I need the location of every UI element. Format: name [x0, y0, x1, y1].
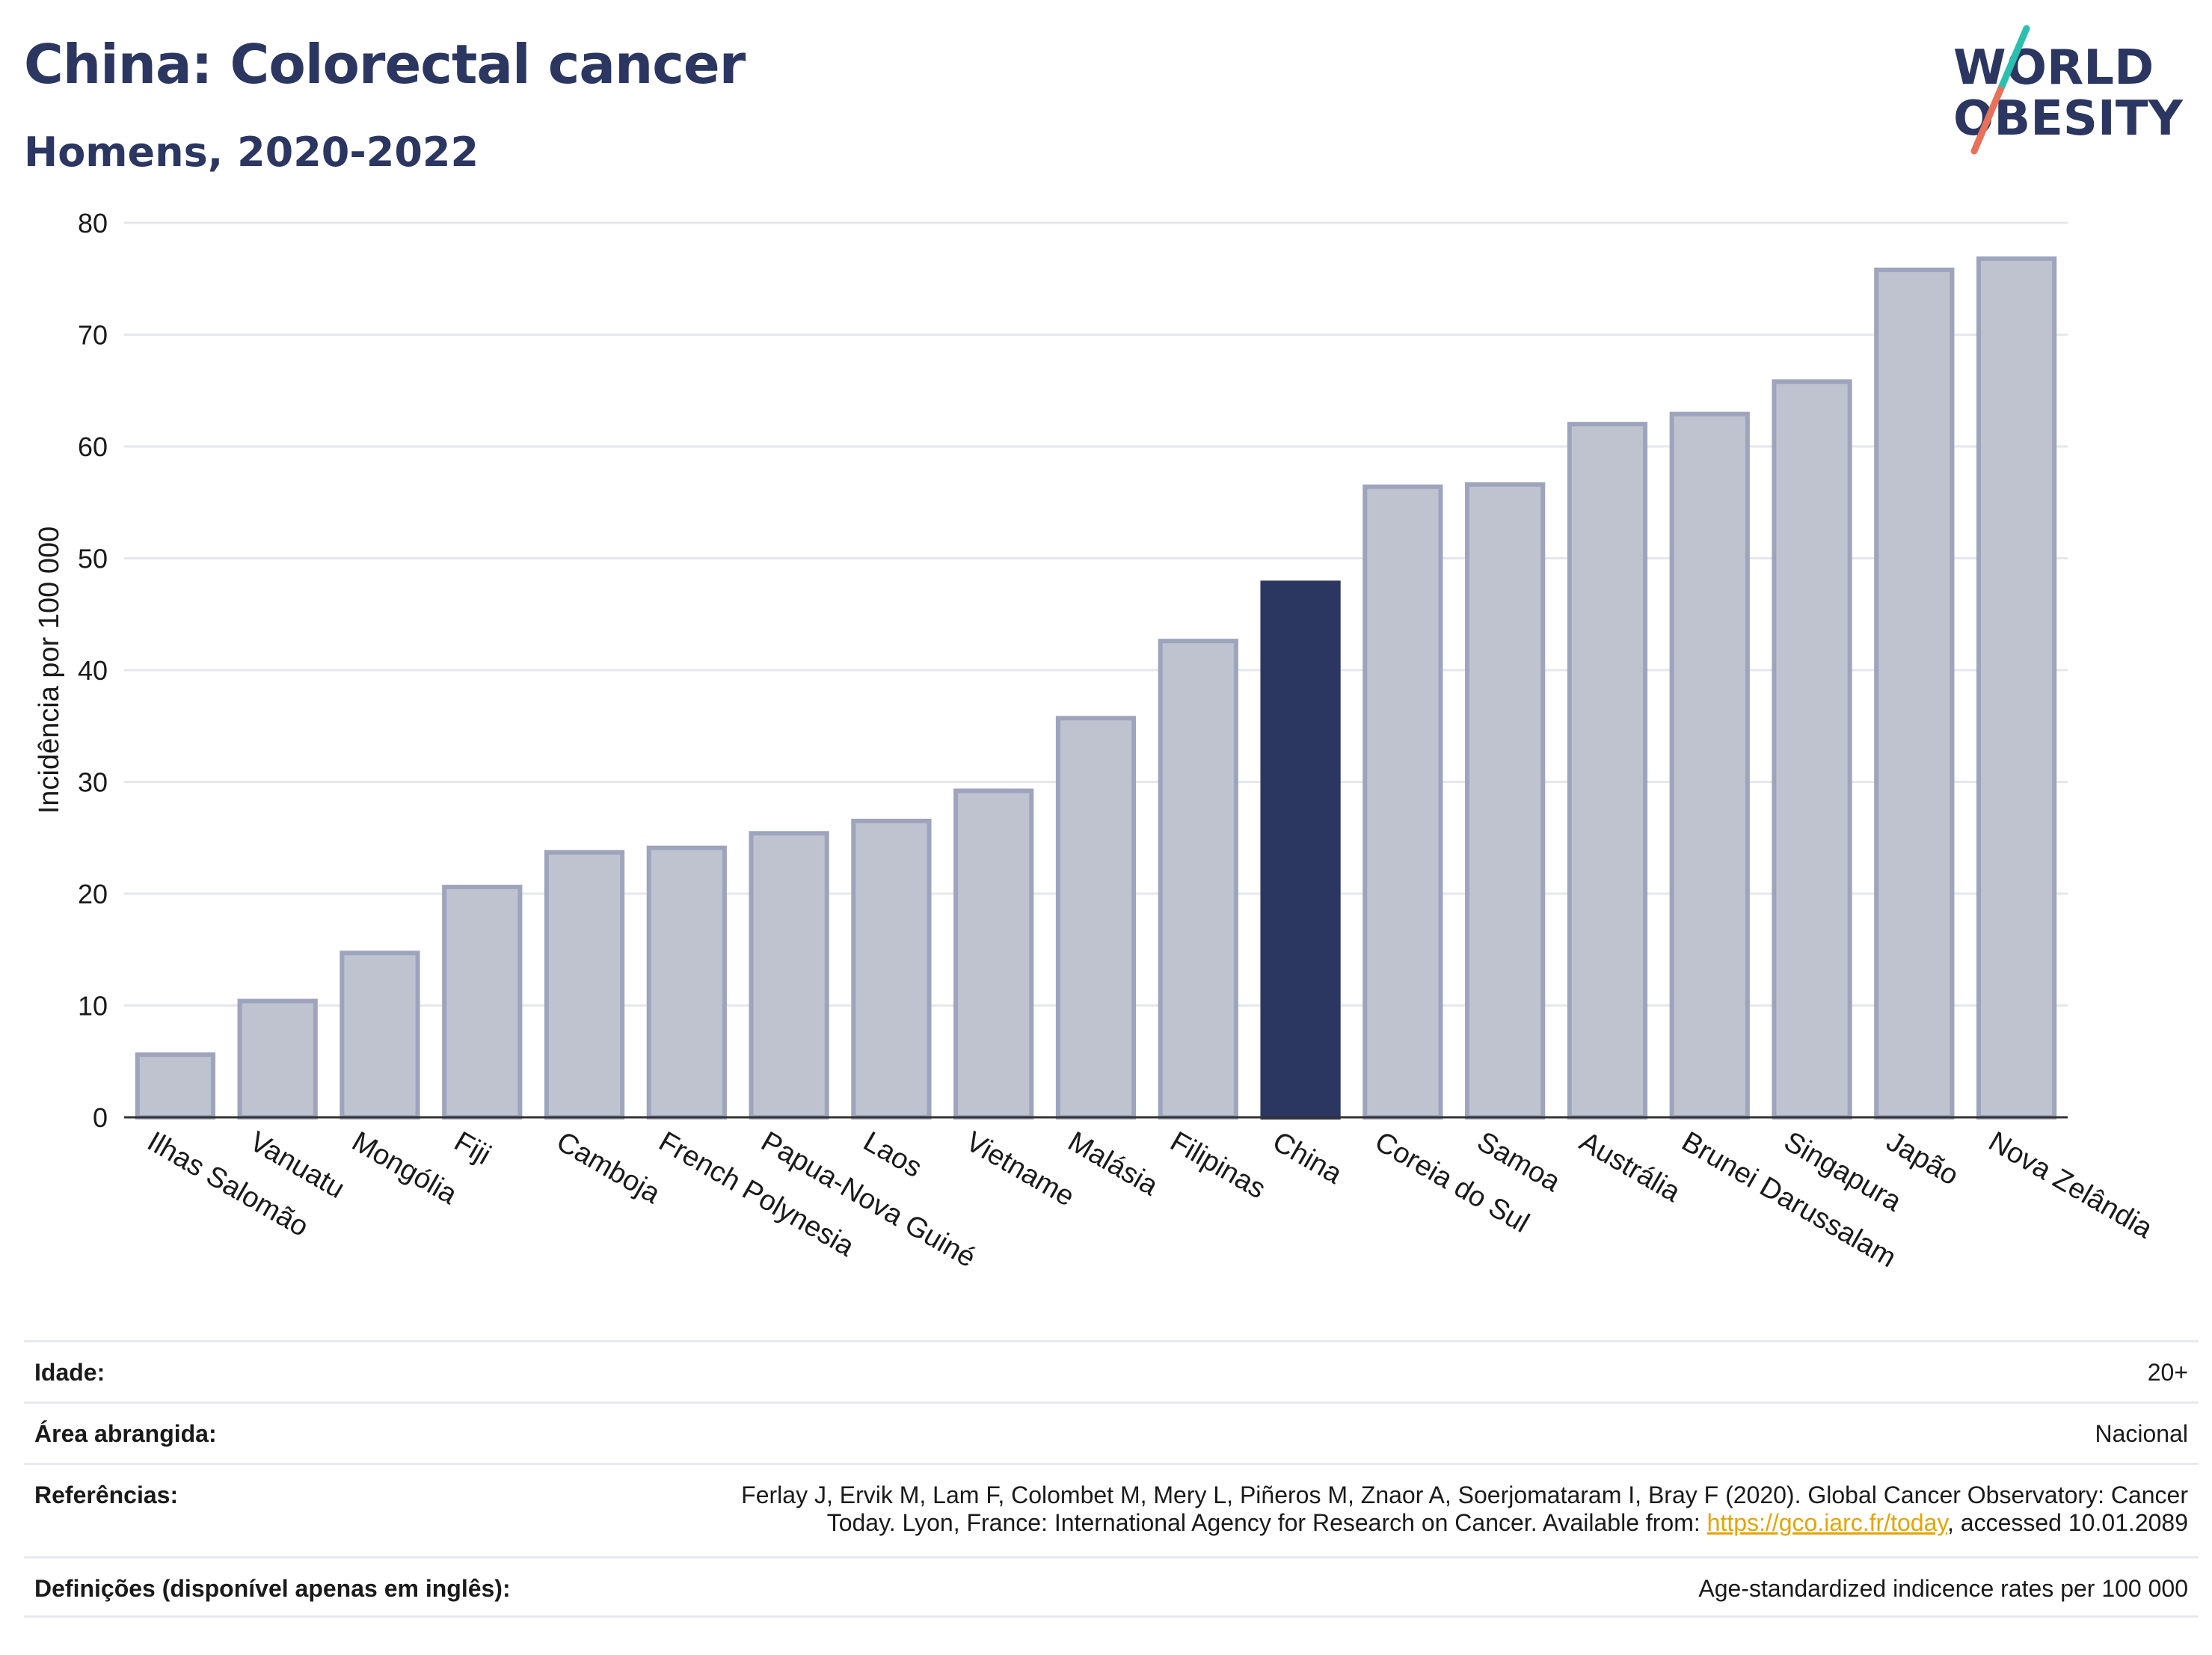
- meta-row-definitions: Definições (disponível apenas em inglês)…: [24, 1556, 2199, 1618]
- references-label: Referências:: [34, 1481, 179, 1508]
- page-title: China: Colorectal cancer: [24, 33, 746, 96]
- references-text-pre: Today. Lyon, France: International Agenc…: [826, 1509, 1707, 1536]
- world-obesity-logo: WORLD OBESITY: [1953, 25, 2183, 155]
- y-axis-label: Incidência por 100 000: [34, 526, 65, 814]
- y-tick-label: 20: [78, 879, 108, 909]
- references-text-post: , accessed 10.01.2089: [1947, 1509, 2188, 1536]
- x-tick-label: Filipinas: [1165, 1126, 1271, 1205]
- x-tick-label: China: [1268, 1126, 1348, 1190]
- area-label: Área abrangida:: [34, 1420, 217, 1447]
- meta-row-age: Idade: 20+: [24, 1340, 2199, 1401]
- bar-fiji: [442, 885, 523, 1120]
- bar-singapura: [1772, 379, 1852, 1120]
- x-tick-label: Laos: [858, 1126, 927, 1184]
- meta-row-references: Referências: Ferlay J, Ervik M, Lam F, C…: [24, 1463, 2199, 1556]
- metadata-table: Idade: 20+ Área abrangida: Nacional Refe…: [24, 1340, 2199, 1618]
- references-text-line1: Ferlay J, Ervik M, Lam F, Colombet M, Me…: [741, 1481, 2188, 1508]
- references-link[interactable]: https://gco.iarc.fr/today: [1706, 1509, 1947, 1536]
- y-tick-label: 40: [78, 655, 108, 686]
- bar-vanuatu: [237, 998, 318, 1120]
- y-axis-ticks: 0 10 20 30 40 50 60 70 80: [78, 208, 108, 1133]
- bar-brunei-darussalam: [1669, 411, 1750, 1120]
- bar-jap-o: [1874, 267, 1955, 1120]
- area-value: Nacional: [2095, 1420, 2188, 1447]
- x-tick-label: Japão: [1881, 1126, 1964, 1191]
- y-tick-label: 60: [78, 432, 108, 462]
- x-tick-label: Fiji: [449, 1126, 496, 1171]
- bar-austr-lia: [1567, 422, 1648, 1120]
- definitions-value: Age-standardized indicence rates per 100…: [1698, 1575, 2188, 1602]
- bar-filipinas: [1158, 639, 1238, 1120]
- bar-china: [1260, 580, 1341, 1120]
- x-tick-label: Nova Zelândia: [1983, 1126, 2158, 1244]
- bar-samoa: [1465, 482, 1546, 1120]
- y-tick-label: 70: [78, 320, 108, 351]
- age-label: Idade:: [34, 1359, 105, 1386]
- bar-papua-nova-guin-: [749, 831, 829, 1120]
- x-tick-label: Mongólia: [346, 1126, 462, 1211]
- bar-french-polynesia: [646, 845, 727, 1120]
- x-tick-label: Malásia: [1063, 1126, 1164, 1202]
- y-tick-label: 0: [93, 1102, 108, 1133]
- bar-ilhas-salom-o: [135, 1052, 216, 1120]
- bar-laos: [851, 818, 932, 1120]
- definitions-label: Definições (disponível apenas em inglês)…: [34, 1575, 511, 1602]
- bars: [135, 256, 2057, 1120]
- bar-mal-sia: [1055, 716, 1137, 1120]
- y-tick-label: 10: [78, 991, 108, 1022]
- meta-row-area: Área abrangida: Nacional: [24, 1401, 2199, 1463]
- page-subtitle: Homens, 2020-2022: [24, 129, 479, 176]
- bar-camboja: [544, 850, 625, 1120]
- x-tick-label: Camboja: [551, 1126, 666, 1210]
- y-tick-label: 80: [78, 208, 108, 239]
- bar-vietname: [953, 788, 1034, 1120]
- bar-coreia-do-sul: [1362, 484, 1443, 1120]
- x-tick-label: Austrália: [1574, 1126, 1686, 1209]
- svg-text:WORLD: WORLD: [1953, 40, 2154, 96]
- x-tick-label: Vietname: [960, 1126, 1079, 1212]
- age-value: 20+: [2147, 1359, 2188, 1386]
- bar-nova-zel-ndia: [1976, 256, 2057, 1120]
- y-tick-label: 50: [78, 544, 108, 574]
- y-tick-label: 30: [78, 767, 108, 798]
- bar-mong-lia: [340, 951, 420, 1120]
- references-value: Ferlay J, Ervik M, Lam F, Colombet M, Me…: [741, 1481, 2188, 1556]
